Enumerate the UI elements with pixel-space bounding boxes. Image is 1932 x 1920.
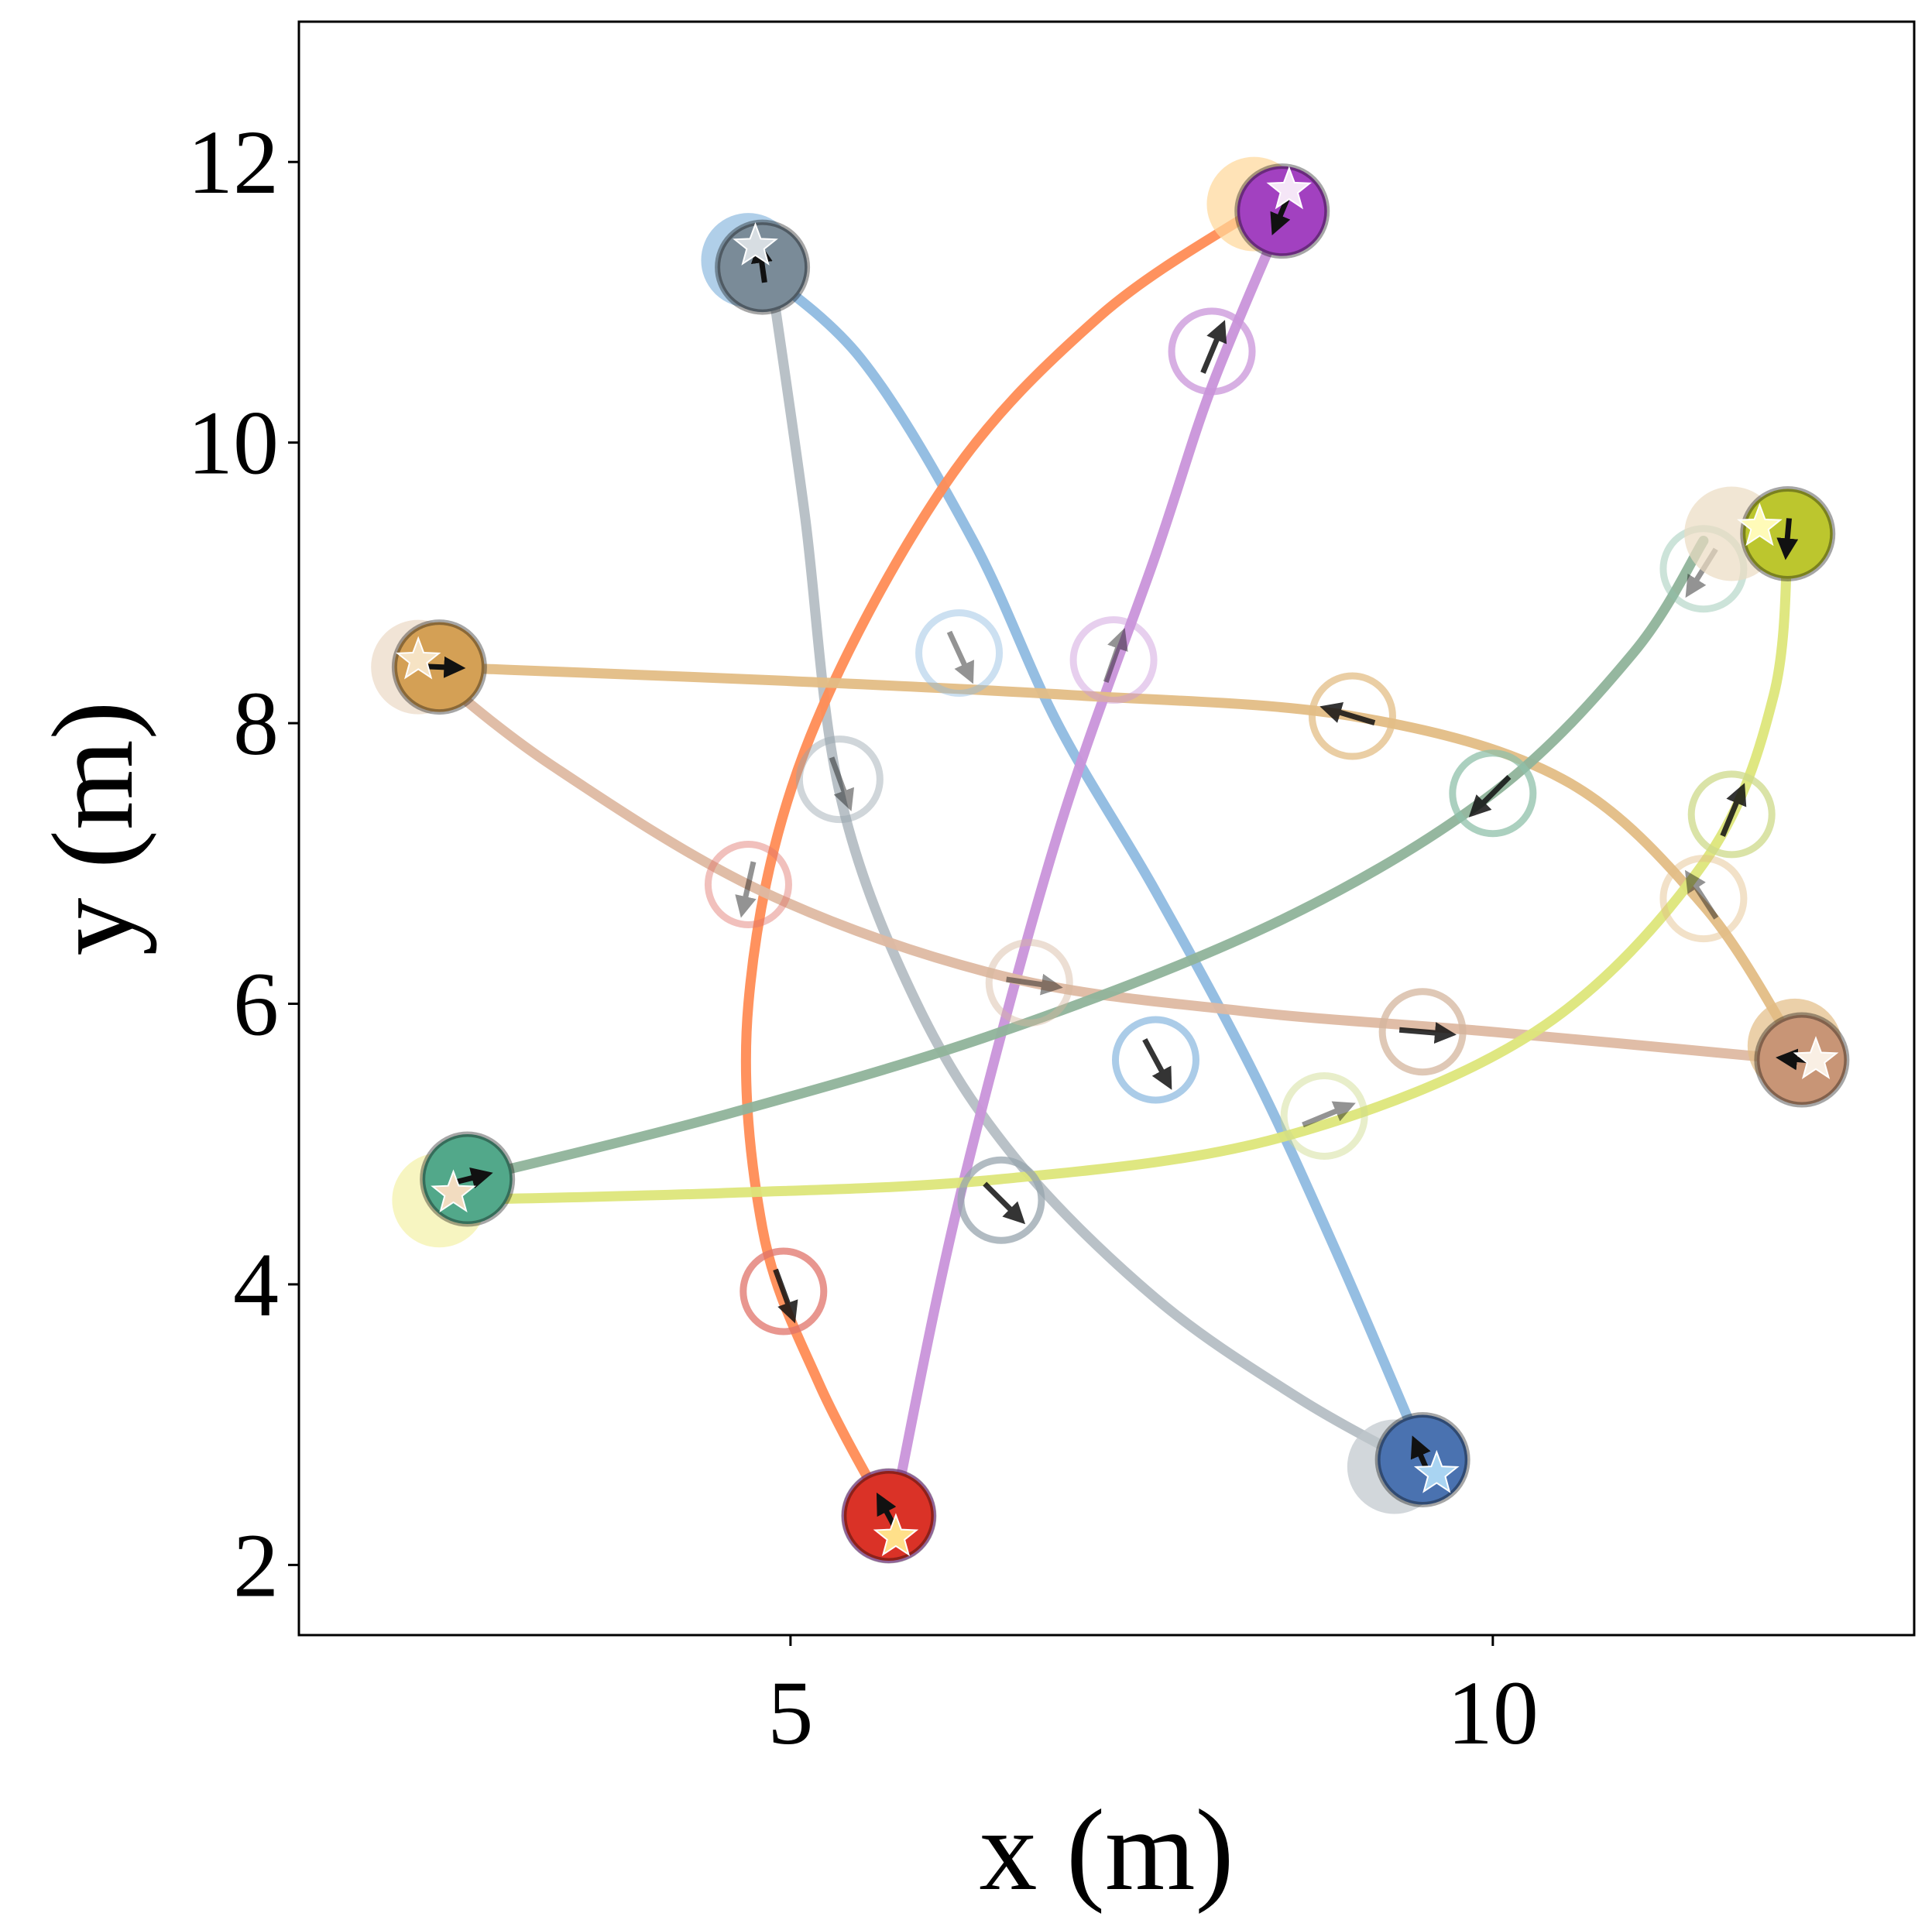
agent-heading-7 [1776, 518, 1799, 561]
goal-star-3 [1266, 166, 1313, 210]
trajectory-line-6 [462, 536, 1709, 1185]
ghost-heading-4-1 [1319, 701, 1376, 725]
ghost-marker-7-1 [1687, 770, 1776, 859]
y-tick-label-0: 2 [233, 1514, 279, 1616]
ghost-marker-0-1 [1111, 1016, 1199, 1104]
x-tick-label-1: 10 [1447, 1662, 1539, 1764]
ghost-heading-0-1 [1142, 1037, 1172, 1090]
trajectory-line-3 [891, 213, 1288, 1507]
agent-heading-4 [424, 656, 466, 678]
ghost-heading-5-1 [1398, 1022, 1457, 1044]
ghost-heading-1-1 [983, 1181, 1026, 1225]
ghost-marker-6-1 [1449, 749, 1537, 838]
x-axis-label: x (m) [979, 1786, 1234, 1915]
ghost-heading-7-0 [1302, 1101, 1356, 1128]
goal-star-1 [733, 222, 778, 266]
ghost-heading-7-1 [1720, 783, 1747, 837]
x-tick-label-0: 5 [767, 1662, 813, 1764]
goal-star-6 [431, 1169, 476, 1213]
y-axis-label: y (m) [29, 701, 157, 955]
ghost-marker-7-0 [1280, 1071, 1368, 1160]
ghost-heading-6-1 [1468, 775, 1512, 818]
trajectory-line-7 [434, 528, 1793, 1205]
ghost-heading-2-1 [773, 1268, 798, 1324]
y-tick-label-5: 12 [187, 111, 279, 213]
ghost-marker-3-1 [1168, 307, 1256, 396]
ghost-heading-3-1 [1200, 320, 1227, 374]
goal-star-0 [1413, 1449, 1460, 1493]
ghost-heading-0-0 [946, 630, 974, 684]
y-tick-label-1: 4 [233, 1234, 279, 1335]
plot-area [371, 156, 1850, 1564]
ghost-marker-0-0 [915, 609, 1004, 697]
ghost-marker-5-0 [985, 938, 1073, 1027]
ghost-marker-4-0 [1659, 855, 1748, 943]
goal-star-7 [1737, 502, 1783, 547]
ghost-marker-5-1 [1378, 988, 1467, 1076]
ghost-marker-2-0 [704, 840, 792, 928]
trajectory-line-4 [434, 662, 1800, 1051]
y-tick-label-3: 8 [233, 673, 279, 774]
trajectory-line-1 [764, 262, 1414, 1465]
plot-frame [297, 20, 1916, 1637]
ghost-marker-2-1 [740, 1247, 828, 1335]
goal-star-2 [873, 1513, 919, 1557]
ghost-marker-1-1 [957, 1156, 1045, 1244]
goal-star-5 [1793, 1036, 1839, 1080]
trajectory-line-5 [420, 662, 1800, 1065]
ghost-heading-4-0 [1684, 869, 1719, 920]
y-tick-label-4: 10 [187, 393, 279, 494]
trajectory-line-0 [743, 255, 1428, 1458]
ghost-marker-1-0 [795, 735, 884, 824]
goal-star-4 [395, 636, 441, 680]
ghost-heading-2-0 [735, 861, 757, 918]
y-tick-label-2: 6 [233, 954, 279, 1055]
ghost-marker-3-0 [1069, 616, 1158, 705]
ghost-marker-4-1 [1308, 672, 1396, 760]
ghost-heading-1-0 [829, 756, 855, 811]
ghost-heading-3-0 [1103, 627, 1128, 684]
axes: 5 10 2 4 6 8 10 12 [187, 111, 1539, 1764]
ghost-heading-5-0 [1006, 973, 1063, 996]
